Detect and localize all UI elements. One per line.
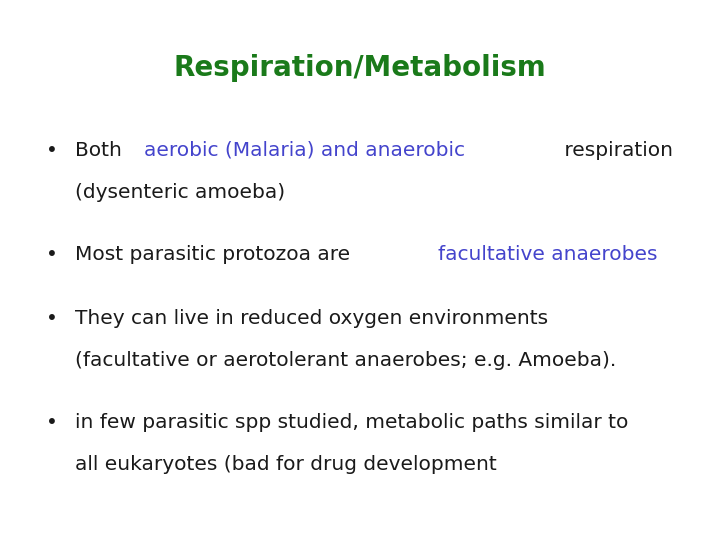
Text: Both: Both [75,140,128,159]
Text: all eukaryotes (bad for drug development: all eukaryotes (bad for drug development [75,455,497,474]
Text: •: • [46,308,58,327]
Text: They can live in reduced oxygen environments: They can live in reduced oxygen environm… [75,308,548,327]
Text: aerobic (Malaria) and anaerobic: aerobic (Malaria) and anaerobic [144,140,464,159]
Text: respiration: respiration [558,140,673,159]
Text: (dysenteric amoeba): (dysenteric amoeba) [75,183,285,201]
Text: •: • [46,246,58,265]
Text: Respiration/Metabolism: Respiration/Metabolism [174,54,546,82]
Text: in few parasitic spp studied, metabolic paths similar to: in few parasitic spp studied, metabolic … [75,413,629,431]
Text: facultative anaerobes: facultative anaerobes [438,246,658,265]
Text: •: • [46,140,58,159]
Text: •: • [46,413,58,431]
Text: Most parasitic protozoa are: Most parasitic protozoa are [75,246,356,265]
Text: (facultative or aerotolerant anaerobes; e.g. Amoeba).: (facultative or aerotolerant anaerobes; … [75,350,616,369]
